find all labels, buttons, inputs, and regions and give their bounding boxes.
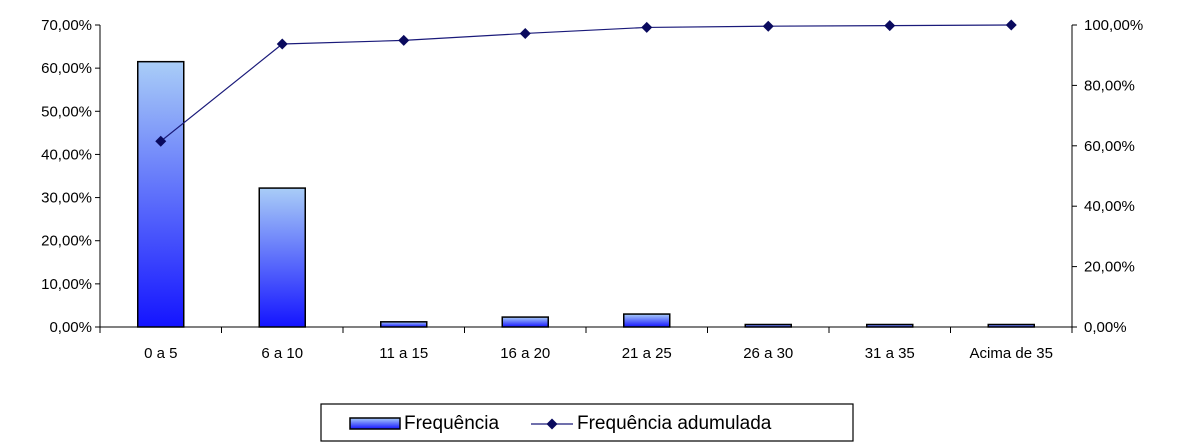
bar (623, 313, 671, 328)
right-tick-label: 20,00% (1084, 259, 1135, 276)
left-tick-label: 20,00% (41, 233, 92, 250)
bar (501, 316, 549, 328)
right-tick-label: 60,00% (1084, 138, 1135, 155)
legend-label-frequencia: Frequência (404, 413, 499, 434)
legend-label-acumulada: Frequência adumulada (577, 413, 772, 434)
legend-box (320, 403, 854, 442)
axes-layer: 0,00% 10,00% 20,00% 30,00% 40,00% 50,00% 60,00… (41, 17, 1143, 362)
bars-layer (137, 60, 1035, 328)
line-marker (762, 20, 774, 32)
right-tick-label: 100,00% (1084, 17, 1143, 34)
x-tick-label: 0 a 5 (144, 345, 177, 362)
x-tick-label: 11 a 15 (379, 345, 428, 362)
x-tick-label: Acima de 35 (970, 345, 1053, 362)
line-layer (155, 19, 1017, 147)
cumulative-line (160, 24, 1012, 142)
left-tick-label: 10,00% (41, 276, 92, 293)
legend-marker-swatch (546, 418, 558, 430)
left-tick-label: 70,00% (41, 17, 92, 34)
x-tick-label: 6 a 10 (261, 345, 303, 362)
bar (258, 187, 306, 328)
right-tick-label: 80,00% (1084, 77, 1135, 94)
bar (380, 321, 428, 328)
left-tick-label: 0,00% (49, 319, 92, 336)
left-tick-label: 30,00% (41, 190, 92, 207)
x-tick-label: 21 a 25 (622, 345, 672, 362)
line-marker (155, 135, 167, 147)
legend-bar-swatch (349, 417, 401, 430)
line-marker (398, 34, 410, 46)
x-tick-label: 16 a 20 (500, 345, 550, 362)
right-tick-label: 40,00% (1084, 198, 1135, 215)
legend: Frequência Frequência adumulada (320, 403, 854, 442)
left-tick-label: 50,00% (41, 103, 92, 120)
line-marker (276, 38, 288, 50)
bar (137, 60, 185, 328)
left-tick-label: 40,00% (41, 146, 92, 163)
line-marker (519, 27, 531, 39)
line-marker (1005, 19, 1017, 31)
x-tick-label: 31 a 35 (865, 345, 915, 362)
left-tick-label: 60,00% (41, 60, 92, 77)
line-marker (641, 21, 653, 33)
line-marker (884, 20, 896, 32)
x-tick-label: 26 a 30 (743, 345, 793, 362)
right-tick-label: 0,00% (1084, 319, 1127, 336)
